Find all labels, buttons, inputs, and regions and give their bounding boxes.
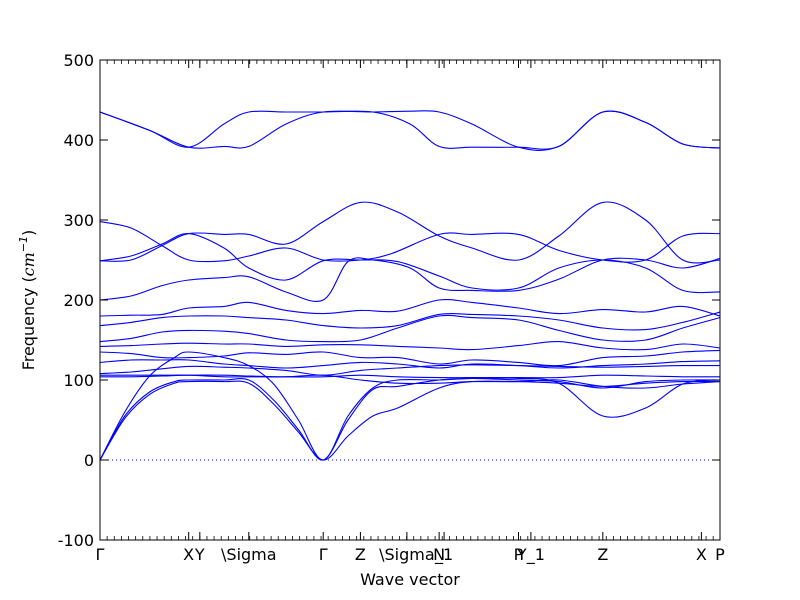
phonon-branch-10 <box>100 341 720 351</box>
x-tick-label: Z <box>355 545 366 564</box>
y-tick-label: 0 <box>84 451 94 470</box>
phonon-branch-6 <box>100 257 720 302</box>
phonon-branch-13 <box>100 364 720 376</box>
x-tick-label: \Sigma <box>221 545 277 564</box>
x-tick-label: Γ <box>96 545 105 564</box>
y-tick-label: 300 <box>63 211 94 230</box>
x-tick-label: X <box>696 545 707 564</box>
x-tick-label: Z <box>597 545 608 564</box>
x-tick-label: Y_1 <box>516 545 545 565</box>
x-tick-label: Γ <box>319 545 328 564</box>
dispersion-curves <box>100 110 720 461</box>
y-tick-label: 400 <box>63 131 94 150</box>
phonon-branch-5 <box>100 233 720 294</box>
phonon-branch-7 <box>100 299 720 317</box>
y-tick-label: 500 <box>63 51 94 70</box>
phonon-branch-2 <box>100 110 720 150</box>
y-tick-label: 200 <box>63 291 94 310</box>
y-tick-label: -100 <box>58 531 94 550</box>
y-axis-ticks: -100 0 100 200 300 400 500 <box>58 51 720 550</box>
x-tick-label: N <box>433 545 445 564</box>
x-tick-label: Y <box>194 545 205 564</box>
x-tick-label: \Sigma <box>379 545 435 564</box>
phonon-branch-16 <box>100 351 720 461</box>
x-tick-label: _1 <box>434 545 453 565</box>
phonon-branch-9 <box>100 314 720 343</box>
y-tick-label: 100 <box>63 371 94 390</box>
y-axis-label: Frequency (cm−1) <box>17 230 38 371</box>
phonon-branch-11 <box>100 349 720 367</box>
phonon-branch-12 <box>100 359 720 369</box>
phonon-branch-18 <box>100 380 720 461</box>
phonon-branch-8 <box>100 311 720 331</box>
minor-ticks <box>99 60 714 540</box>
x-tick-label: P <box>514 545 524 564</box>
phonon-branch-17 <box>100 377 720 461</box>
x-axis-label: Wave vector <box>360 570 460 589</box>
x-tick-label: X <box>183 545 194 564</box>
x-tick-label: P <box>715 545 725 564</box>
